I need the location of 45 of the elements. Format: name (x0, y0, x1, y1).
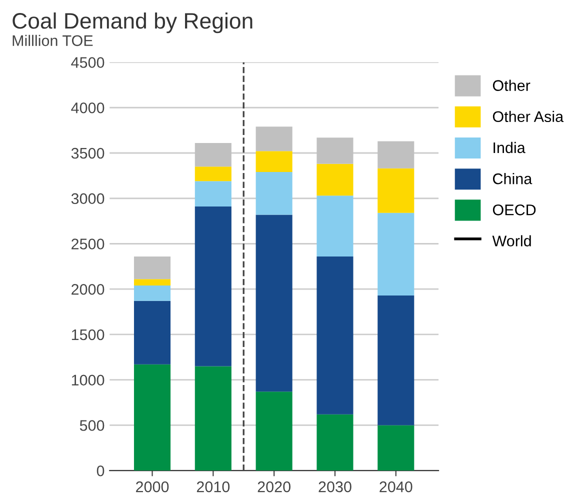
legend-label: Other Asia (492, 110, 564, 122)
bar (194, 366, 232, 471)
y-tick-label: 0 (96, 465, 104, 476)
bar (256, 126, 292, 152)
y-tick-label: 1500 (72, 329, 104, 340)
bar (256, 214, 292, 392)
x-tick-label: 2040 (380, 481, 412, 492)
bar (378, 425, 414, 471)
bar (194, 181, 232, 207)
x-tick-label: 2030 (318, 481, 352, 492)
legend-label: OECD (492, 204, 536, 216)
bar (134, 364, 171, 471)
y-tick-label: 4000 (71, 102, 104, 114)
bar (378, 168, 414, 213)
bar (378, 212, 414, 296)
x-tick-label: 2000 (136, 481, 169, 492)
bar (316, 256, 354, 414)
x-tick-label: 2020 (258, 481, 290, 492)
bar (194, 206, 232, 366)
legend-label: World (492, 235, 531, 246)
y-axis-title: Milllion TOE (12, 34, 93, 46)
y-tick-label: 2000 (72, 284, 104, 295)
bar (256, 151, 292, 172)
bar (316, 196, 354, 256)
bar (378, 295, 414, 426)
bar (134, 256, 171, 280)
bar (256, 392, 292, 471)
y-tick-label: 2500 (72, 238, 104, 250)
x-tick-label: 2010 (196, 481, 230, 492)
bar (194, 166, 232, 182)
legend-label: China (493, 173, 532, 184)
bar (134, 279, 171, 286)
chart-title: Coal Demand by Region (12, 12, 252, 34)
legend-label: Other (492, 80, 530, 91)
y-tick-label: 500 (80, 420, 104, 431)
y-tick-label: 4500 (71, 57, 104, 68)
bar (134, 285, 171, 301)
bar (256, 172, 292, 215)
bar (316, 164, 354, 196)
y-tick-label: 1000 (72, 374, 104, 386)
legend-label: India (494, 142, 526, 154)
bar (134, 300, 171, 364)
y-tick-label: 3500 (71, 148, 104, 159)
bar (316, 414, 354, 471)
y-tick-label: 3000 (71, 193, 104, 204)
